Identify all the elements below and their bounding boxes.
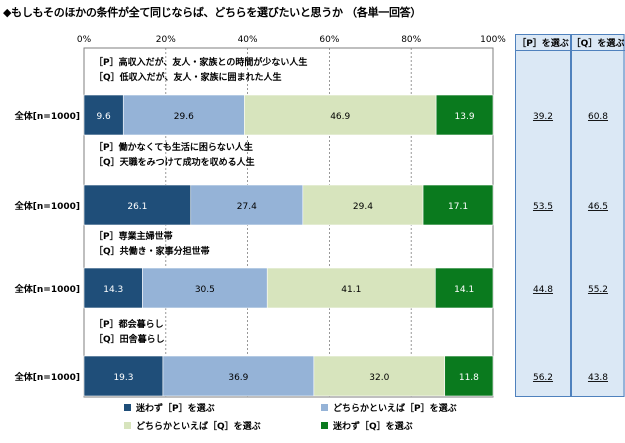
summary-header-p: ［P］を選ぶ bbox=[517, 37, 569, 49]
row-label: 全体[n=1000] bbox=[14, 371, 80, 383]
x-tick-label: 100% bbox=[480, 35, 506, 45]
legend-item-label: 迷わず［P］を選ぶ bbox=[135, 402, 215, 414]
summary-column-p-border bbox=[515, 34, 571, 397]
question-p-text: ［P］都会暮らし bbox=[94, 318, 164, 330]
summary-value-p: 53.5 bbox=[533, 202, 553, 212]
data-label: 30.5 bbox=[195, 285, 215, 295]
data-label: 13.9 bbox=[455, 112, 475, 122]
bar-segment bbox=[302, 184, 424, 226]
bar-segment bbox=[162, 355, 315, 397]
summary-column-q-border bbox=[571, 34, 625, 397]
bar-segment bbox=[266, 267, 436, 309]
bar-segment bbox=[83, 94, 124, 136]
bar-segment bbox=[190, 184, 304, 226]
data-label: 41.1 bbox=[341, 285, 361, 295]
summary-value-p: 44.8 bbox=[533, 285, 553, 295]
row-label: 全体[n=1000] bbox=[14, 200, 80, 212]
legend-swatch bbox=[321, 422, 328, 429]
question-q-text: ［Q］共働き・家事分担世帯 bbox=[94, 245, 210, 257]
question-q-text: ［Q］田舎暮らし bbox=[94, 333, 165, 345]
data-label: 27.4 bbox=[237, 202, 257, 212]
bar-segment bbox=[142, 267, 268, 309]
legend-swatch bbox=[321, 404, 328, 411]
question-p-text: ［P］専業主婦世帯 bbox=[94, 230, 173, 242]
bar-segment bbox=[444, 355, 494, 397]
summary-value-q: 43.8 bbox=[588, 373, 608, 383]
x-tick-label: 80% bbox=[401, 35, 421, 45]
question-p-text: ［P］高収入だが、友人・家族との時間が少ない人生 bbox=[94, 56, 307, 68]
row-label: 全体[n=1000] bbox=[14, 110, 80, 122]
data-label: 29.6 bbox=[174, 112, 194, 122]
data-label: 32.0 bbox=[369, 373, 389, 383]
question-q-text: ［Q］低収入だが、友人・家族に囲まれた人生 bbox=[94, 71, 281, 83]
legend-swatch bbox=[124, 422, 131, 429]
summary-value-q: 55.2 bbox=[588, 285, 608, 295]
summary-value-q: 46.5 bbox=[588, 202, 608, 212]
legend-item-label: どちらかといえば［Q］を選ぶ bbox=[136, 420, 261, 432]
data-label: 46.9 bbox=[330, 112, 350, 122]
summary-value-q: 60.8 bbox=[588, 112, 608, 122]
summary-value-p: 39.2 bbox=[533, 112, 553, 122]
data-label: 11.8 bbox=[459, 373, 479, 383]
bar-segment bbox=[83, 267, 143, 309]
legend-item-label: どちらかといえば［P］を選ぶ bbox=[333, 402, 457, 414]
data-label: 26.1 bbox=[127, 202, 147, 212]
bar-segment bbox=[435, 267, 494, 309]
bar-segment bbox=[83, 355, 164, 397]
x-tick-label: 60% bbox=[319, 35, 339, 45]
bar-segment bbox=[313, 355, 446, 397]
summary-header-q: ［Q］を選ぶ bbox=[572, 37, 625, 49]
chart-title: ◆もしもそのほかの条件が全て同じならば、どちらを選びたいと思うか （各単一回答） bbox=[3, 6, 422, 19]
bar-segment bbox=[422, 184, 494, 226]
question-q-text: ［Q］天職をみつけて成功を収める人生 bbox=[94, 156, 255, 168]
data-label: 14.1 bbox=[454, 285, 474, 295]
data-label: 29.4 bbox=[353, 202, 373, 212]
data-label: 19.3 bbox=[113, 373, 133, 383]
row-label: 全体[n=1000] bbox=[14, 283, 80, 295]
data-label: 17.1 bbox=[448, 202, 468, 212]
legend-swatch bbox=[124, 404, 131, 411]
question-p-text: ［P］働かなくても生活に困らない人生 bbox=[94, 141, 253, 153]
legend-item-label: 迷わず［Q］を選ぶ bbox=[332, 420, 413, 432]
x-tick-label: 0% bbox=[77, 35, 92, 45]
x-tick-label: 40% bbox=[238, 35, 258, 45]
x-tick-label: 20% bbox=[156, 35, 176, 45]
bar-segment bbox=[435, 94, 494, 136]
data-label: 9.6 bbox=[96, 112, 111, 122]
summary-value-p: 56.2 bbox=[533, 373, 553, 383]
data-label: 36.9 bbox=[228, 373, 248, 383]
data-label: 14.3 bbox=[103, 285, 123, 295]
